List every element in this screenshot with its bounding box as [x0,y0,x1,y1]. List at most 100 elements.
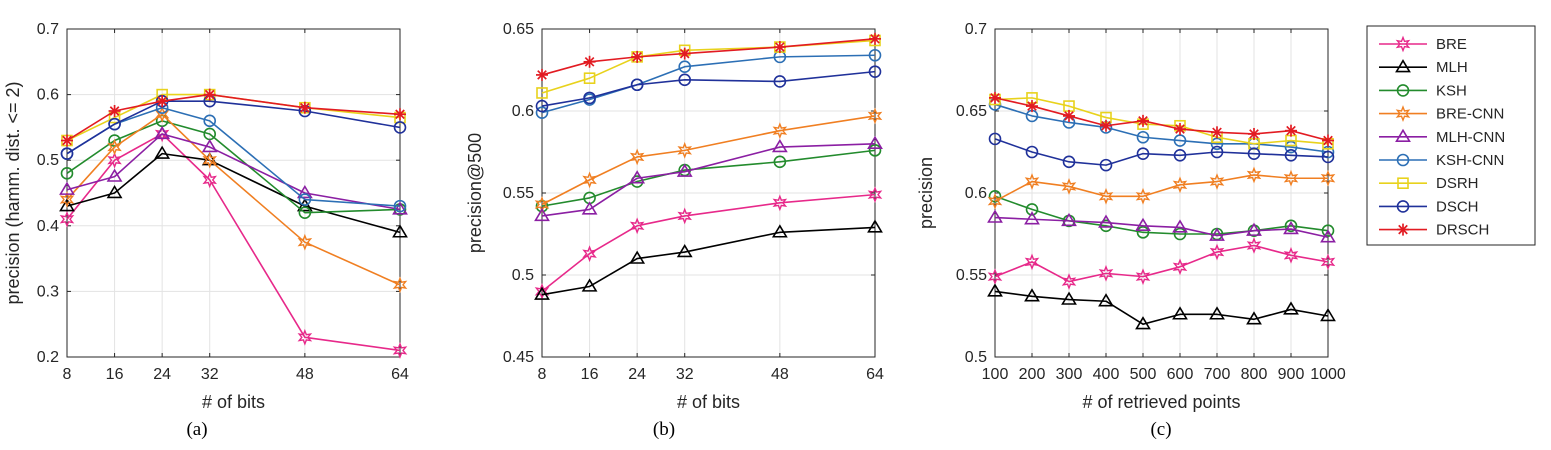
data-point-mlh [771,224,788,238]
data-point-dsch [1210,145,1224,159]
data-point-dsch [868,65,882,78]
legend-entry-drsch: DRSCH [1379,222,1489,239]
legend-label: MLH [1436,59,1468,76]
data-point-bre-cnn [107,138,122,156]
data-point-ksh [1025,203,1039,216]
data-point-mlh [392,224,408,238]
data-point-dsch [773,75,787,88]
series-line-mlh [541,226,876,296]
series-line-bre-cnn [66,113,401,286]
x-tick-label: 900 [1278,366,1305,383]
data-point-ksh [868,144,882,157]
data-point-mlh-cnn [154,125,171,140]
data-point-bre [534,282,550,300]
data-point-mlh-cnn [867,135,883,149]
legend-entry-ksh-cnn: KSH-CNN [1379,152,1504,169]
series-line-mlh [66,152,401,234]
data-point-mlh [1061,291,1077,305]
series-mlh [59,145,408,238]
data-point-bre [107,151,122,169]
data-point-ksh [1284,219,1298,233]
data-point-dsch [678,73,692,87]
series-line-ksh-cnn [541,54,876,114]
data-point-mlh-cnn [1024,211,1040,225]
data-point-bre-cnn [1135,187,1151,205]
data-point-bre [1098,264,1114,282]
y-tick-label: 0.6 [965,185,987,202]
series-line-mlh [994,290,1329,326]
y-tick-label: 0.7 [37,21,59,38]
data-point-bre-cnn [202,151,218,169]
y-tick-label: 0.45 [503,349,534,366]
data-point-bre [154,125,170,143]
series-line-bre [541,193,876,293]
plot-area [67,29,400,357]
y-tick-label: 0.65 [503,21,534,38]
series-line-dsch [541,70,876,107]
y-axis-label: precision@500 [465,133,485,253]
series-line-dsch [994,138,1329,166]
legend-label: DSCH [1436,198,1479,215]
data-point-ksh-cnn [393,199,407,213]
data-point-bre-cnn [677,141,693,159]
data-point-bre-cnn [1024,173,1040,190]
data-point-mlh-cnn [771,139,788,153]
series-line-mlh-cnn [994,216,1329,239]
data-point-dsrh [536,87,548,99]
series-line-bre [994,244,1329,283]
legend-label: KSH [1436,82,1467,99]
y-tick-label: 0.6 [37,87,59,104]
chart-panel-3: 100 200 300 400 500 600 700 800 900 1000 0.5 0.55 0.… [916,21,1346,440]
data-point-bre-cnn [629,148,645,166]
data-point-ksh-cnn [298,193,312,206]
data-point-ksh [1173,227,1187,241]
x-tick-label: 24 [628,366,646,383]
legend-marker [1395,59,1411,73]
x-tick-label: 16 [106,366,124,383]
series-line-ksh-cnn [994,103,1329,153]
series-ksh [535,144,882,213]
data-point-bre-cnn [392,276,408,294]
data-point-dsch [1099,158,1113,172]
data-point-dsrh [583,72,596,84]
series-line-drsch [541,38,876,76]
data-point-bre [1024,253,1040,271]
series-bre-cnn [987,166,1336,210]
data-point-dsch [583,91,596,105]
y-axis-label: precision [916,157,936,229]
data-point-bre-cnn [1061,178,1077,195]
data-point-drsch [989,91,1001,104]
y-tick-label: 0.2 [37,349,59,366]
data-point-bre-cnn [1283,169,1299,187]
data-point-mlh [581,278,598,292]
series-drsch [989,91,1334,147]
data-point-bre [987,268,1003,286]
data-point-dsch [108,117,121,131]
data-point-mlh-cnn [1172,219,1188,233]
x-tick-label: 600 [1167,366,1194,383]
data-point-mlh-cnn [629,170,646,184]
data-point-drsch [1137,114,1149,127]
y-tick-label: 0.4 [37,218,59,235]
data-point-bre-cnn [1098,187,1114,205]
legend-label: DRSCH [1436,222,1489,239]
legend-entry-dsch: DSCH [1379,198,1479,215]
legend-entry-bre: BRE [1379,35,1467,53]
data-point-drsch [536,68,548,81]
y-tick-label: 0.6 [512,103,534,120]
data-point-bre [1209,243,1225,261]
data-point-bre-cnn [1172,176,1188,194]
data-point-bre-cnn [154,105,170,123]
series-drsch [61,88,406,147]
data-point-mlh [534,286,550,300]
data-point-bre [297,328,313,346]
chart-panel-1: 8 16 24 32 48 64 0.2 0.3 0.4 0.5 0.6 0.7 # of bits pr… [3,21,409,440]
series-dsch [535,65,882,113]
series-line-mlh-cnn [541,143,876,217]
series-mlh [534,219,883,300]
data-point-mlh [676,243,693,258]
y-tick-label: 0.3 [37,283,59,300]
data-point-dsch [1136,147,1150,160]
data-point-drsch [1174,123,1186,136]
series-mlh [987,283,1336,330]
